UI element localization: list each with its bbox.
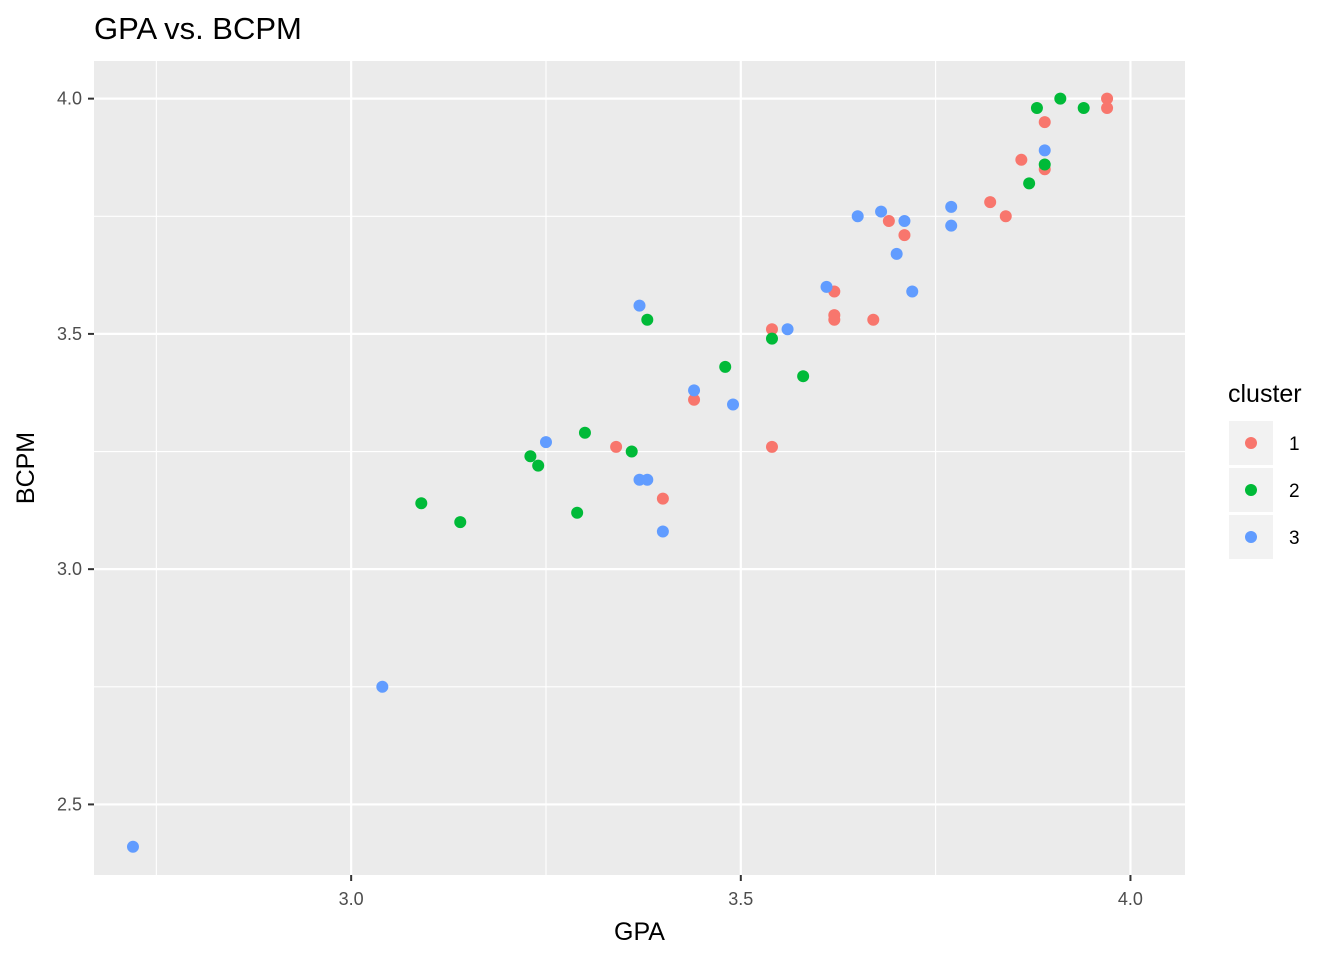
- legend-keys: 1 2 3: [1229, 421, 1300, 559]
- data-point-cluster-1: [1101, 92, 1114, 105]
- legend-key-marker: [1245, 531, 1257, 543]
- legend-label: 2: [1289, 481, 1300, 502]
- legend-label: 3: [1289, 528, 1300, 549]
- grid-major: [94, 61, 1185, 875]
- data-point-cluster-1: [1101, 102, 1114, 115]
- data-point-cluster-2: [797, 370, 810, 383]
- data-point-cluster-1: [1015, 153, 1028, 166]
- data-point-cluster-1: [999, 210, 1012, 223]
- data-point-cluster-1: [898, 229, 911, 242]
- data-point-cluster-3: [945, 200, 958, 213]
- data-point-cluster-1: [656, 492, 669, 505]
- data-point-cluster-1: [984, 196, 997, 209]
- data-point-cluster-2: [454, 516, 467, 529]
- legend-key-marker: [1245, 437, 1257, 449]
- data-point-cluster-2: [719, 360, 732, 373]
- data-point-cluster-3: [851, 210, 864, 223]
- data-point-cluster-2: [641, 313, 654, 326]
- data-point-cluster-2: [1054, 92, 1067, 105]
- data-point-cluster-2: [1077, 102, 1090, 115]
- data-point-cluster-3: [126, 840, 139, 853]
- grid-minor: [94, 61, 1185, 875]
- data-point-cluster-3: [641, 473, 654, 486]
- y-tick-label: 4.0: [57, 89, 82, 109]
- data-point-cluster-3: [945, 219, 958, 232]
- data-point-cluster-3: [539, 436, 552, 449]
- data-point-cluster-2: [415, 497, 428, 510]
- data-point-cluster-3: [727, 398, 740, 411]
- y-tick-label: 2.5: [57, 794, 82, 814]
- data-point-cluster-1: [765, 440, 778, 453]
- plot-panel: [94, 61, 1185, 875]
- legend-key-marker: [1245, 484, 1257, 496]
- x-tick-label: 3.0: [339, 889, 364, 909]
- data-point-cluster-1: [688, 393, 701, 406]
- legend-title: cluster: [1228, 380, 1302, 408]
- data-point-cluster-2: [532, 459, 545, 472]
- data-point-cluster-1: [610, 440, 623, 453]
- x-tick-label: 3.5: [728, 889, 753, 909]
- chart-title: GPA vs. BCPM: [94, 11, 302, 46]
- x-tick-label: 4.0: [1118, 889, 1143, 909]
- data-point-cluster-1: [1038, 116, 1051, 129]
- x-axis-title: GPA: [614, 918, 665, 946]
- data-point-cluster-3: [633, 299, 646, 312]
- data-point-cluster-1: [828, 313, 841, 326]
- data-point-cluster-3: [781, 323, 794, 336]
- x-axis-ticks: 3.0 3.5 4.0: [339, 875, 1143, 909]
- data-point-cluster-1: [765, 323, 778, 336]
- data-point-cluster-1: [882, 214, 895, 227]
- data-point-cluster-2: [571, 506, 584, 519]
- y-tick-label: 3.0: [57, 559, 82, 579]
- y-axis-title: BCPM: [12, 432, 40, 504]
- data-point-cluster-2: [765, 332, 778, 345]
- data-point-cluster-2: [625, 445, 638, 458]
- data-point-cluster-3: [1038, 144, 1051, 157]
- data-point-cluster-2: [1023, 177, 1036, 190]
- y-tick-label: 3.5: [57, 324, 82, 344]
- y-axis-ticks: 2.5 3.0 3.5 4.0: [57, 89, 94, 814]
- data-point-cluster-3: [688, 384, 701, 397]
- data-point-cluster-2: [524, 450, 537, 463]
- legend-label: 1: [1289, 434, 1300, 455]
- data-point-cluster-3: [820, 280, 833, 293]
- data-point-cluster-2: [1038, 158, 1051, 171]
- data-point-cluster-3: [376, 680, 389, 693]
- data-point-cluster-3: [890, 247, 903, 260]
- data-point-cluster-3: [906, 285, 919, 298]
- data-point-cluster-2: [578, 426, 591, 439]
- data-point-cluster-3: [875, 205, 888, 218]
- data-point-cluster-3: [898, 214, 911, 227]
- data-point-cluster-2: [1030, 102, 1043, 115]
- legend: cluster 1 2 3: [1228, 380, 1302, 559]
- data-point-cluster-1: [867, 313, 880, 326]
- data-point-cluster-3: [656, 525, 669, 538]
- data-points: [126, 92, 1114, 853]
